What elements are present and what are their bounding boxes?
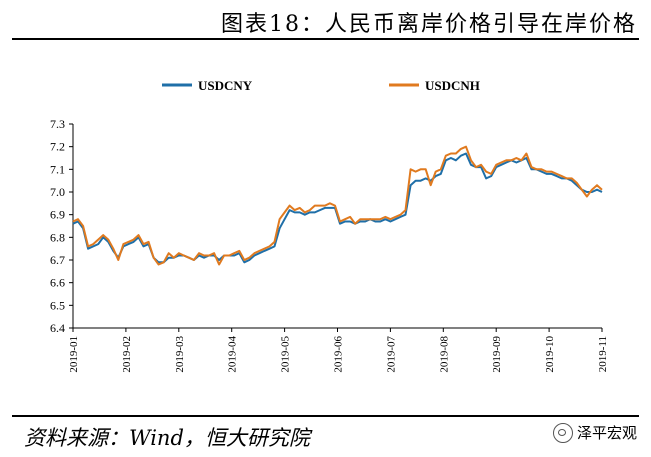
y-tick-label: 7.1 — [50, 162, 65, 176]
series-line-usdcny — [72, 152, 603, 264]
brand-mark: 泽平宏观 — [552, 422, 637, 443]
y-tick-label: 7.2 — [50, 140, 65, 154]
x-tick-label: 2019-02 — [121, 336, 133, 373]
footer-divider — [12, 415, 639, 417]
x-tick-label: 2019-03 — [174, 336, 186, 373]
brand-name: 泽平宏观 — [576, 424, 637, 442]
legend-label-usdcnh: USDCNH — [425, 78, 480, 93]
y-tick-label: 7.3 — [50, 117, 65, 131]
y-tick-label: 6.7 — [50, 253, 65, 267]
chart-axes: 6.4 6.5 6.6 6.7 6.8 6.9 7.0 7.1 7.2 7.3 2019-01 201… — [50, 117, 609, 373]
source-note: 资料来源：Wind，恒大研究院 — [24, 426, 310, 450]
series-line-usdcnh — [72, 145, 603, 266]
x-tick-label: 2019-10 — [544, 336, 556, 373]
legend-label-usdcny: USDCNY — [198, 78, 253, 93]
page-title: 图表18：人民币离岸价格引导在岸价格 — [221, 12, 637, 37]
x-tick-label: 2019-07 — [385, 336, 397, 373]
chart-legend: USDCNY USDCNH — [162, 78, 480, 93]
x-tick-label: 2019-05 — [280, 336, 292, 373]
y-tick-label: 7.0 — [50, 185, 65, 199]
y-tick-label: 6.6 — [50, 276, 65, 290]
wechat-icon — [552, 422, 573, 443]
x-tick-label: 2019-08 — [438, 336, 450, 373]
exchange-rate-chart: USDCNY USDCNH 6.4 6.5 6.6 6.7 6.8 6.9 7.0 7.1 7.2… — [50, 78, 609, 373]
y-tick-label: 6.4 — [50, 321, 65, 335]
x-tick-label: 2019-01 — [68, 336, 80, 373]
y-tick-label: 6.5 — [50, 298, 65, 312]
x-tick-label: 2019-04 — [227, 336, 239, 373]
title-divider — [12, 38, 639, 40]
x-tick-label: 2019-09 — [491, 336, 503, 373]
x-tick-label: 2019-11 — [597, 336, 609, 372]
chart-series — [72, 145, 603, 266]
y-tick-label: 6.8 — [50, 230, 65, 244]
x-tick-label: 2019-06 — [333, 336, 345, 373]
y-tick-label: 6.9 — [50, 208, 65, 222]
